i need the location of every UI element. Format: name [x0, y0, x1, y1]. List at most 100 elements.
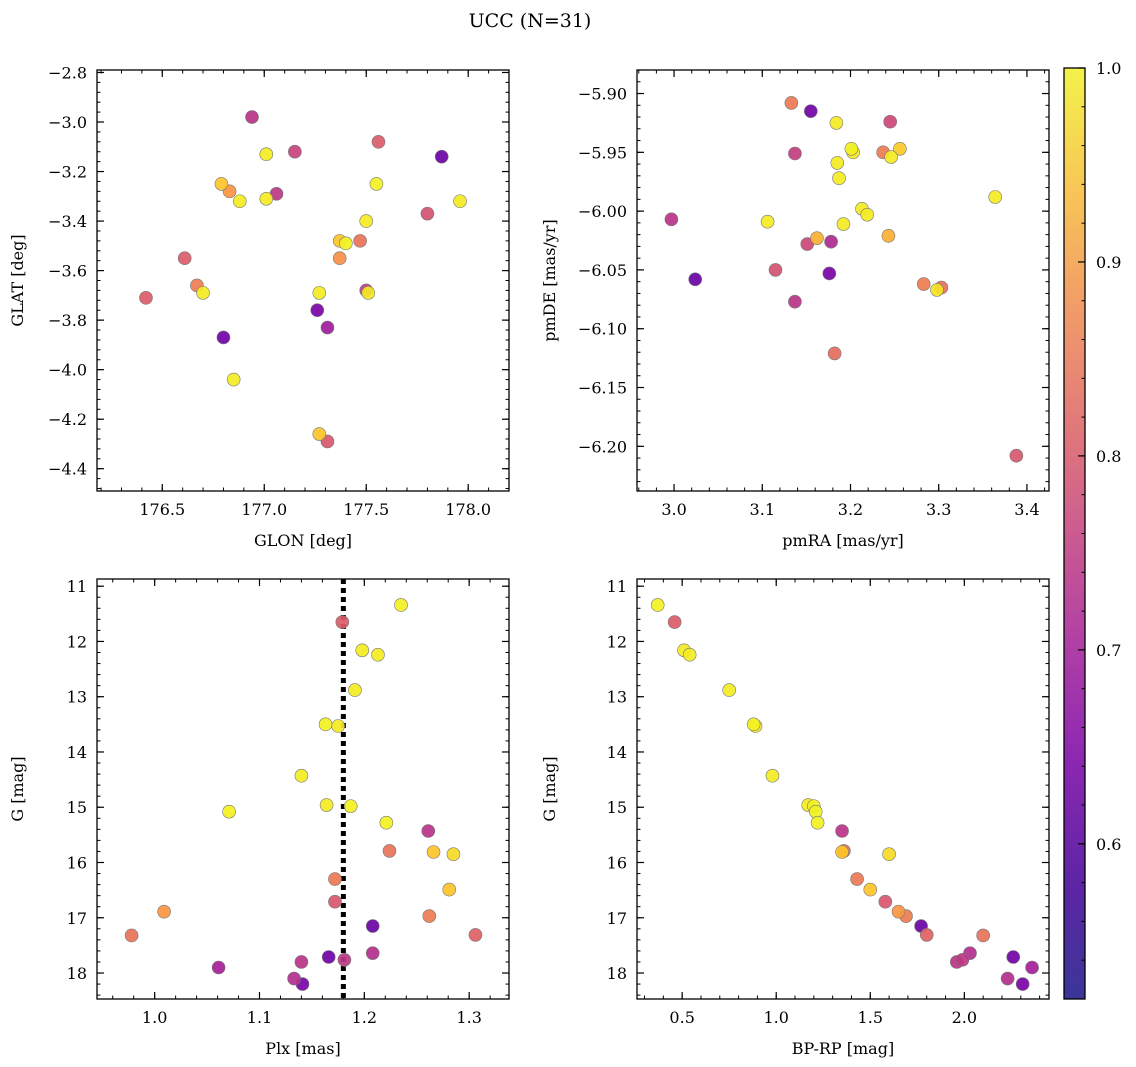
scatter-point: [259, 147, 274, 161]
scatter-point: [196, 286, 210, 300]
scatter-point: [891, 904, 906, 919]
figure-title: UCC (N=31): [469, 10, 592, 32]
scatter-point: [468, 928, 483, 942]
scatter-point: [177, 251, 192, 266]
scatter-point: [328, 872, 342, 886]
scatter-point: [353, 234, 367, 248]
plx-g-scatter-panel: 1.0 1.1 1.2 1.3 11 12 13 14 15 16 17 18 Plx [mas] G […: [8, 577, 510, 1058]
scatter-point: [157, 904, 171, 919]
scatter-point: [312, 427, 327, 441]
scatter-point: [337, 952, 352, 967]
y-tick-label: 11: [67, 577, 87, 596]
scatter-point: [288, 144, 302, 159]
y-tick-label: −6.05: [578, 261, 627, 280]
y-axis-label: G [mag]: [8, 756, 27, 821]
scatter-point: [682, 647, 697, 662]
scatter-point: [359, 214, 374, 228]
x-tick-label: 1.3: [456, 1008, 481, 1027]
y-tick-label: −4.4: [48, 460, 87, 479]
x-tick-label: 3.2: [838, 500, 863, 519]
colorbar-frame: [1063, 67, 1086, 1000]
scatter-point: [667, 615, 682, 629]
scatter-point: [893, 141, 907, 156]
scatter-point: [321, 950, 336, 964]
scatter-point: [765, 768, 780, 783]
y-tick-label: 16: [67, 854, 87, 873]
scatter-point: [335, 615, 350, 629]
x-axis-label: GLON [deg]: [254, 531, 352, 550]
y-axis-label: pmDE [mas/yr]: [540, 219, 559, 342]
scatter-point: [294, 768, 309, 783]
scatter-point: [788, 146, 802, 161]
colorbar: 0.6 0.7 0.8 0.9 1.0: [1063, 59, 1121, 1000]
colorbar-gradient: [1064, 68, 1085, 999]
scatter-point: [822, 266, 837, 281]
scatter-point: [863, 882, 878, 897]
y-tick-label: 11: [607, 577, 627, 596]
scatter-point: [824, 234, 838, 249]
y-tick-label: 16: [607, 854, 627, 873]
x-tick-label: 176.5: [139, 500, 185, 519]
scatter-point: [976, 928, 990, 943]
y-tick-label: 15: [67, 798, 87, 817]
scatter-point: [760, 214, 775, 229]
x-tick-label: 3.0: [661, 500, 686, 519]
scatter-point: [214, 177, 229, 191]
scatter-point: [1006, 950, 1021, 964]
x-axis-label: Plx [mas]: [265, 1039, 340, 1058]
scatter-point: [878, 894, 893, 909]
scatter-point: [860, 207, 875, 222]
scatter-point: [365, 919, 380, 933]
scatter-point: [361, 286, 376, 300]
x-tick-label: 2.0: [952, 1008, 977, 1027]
scatter-point: [919, 928, 934, 942]
scatter-point: [664, 212, 679, 227]
scatter-point: [312, 286, 327, 300]
scatter-point: [339, 236, 353, 251]
y-tick-label: −3.4: [48, 212, 87, 231]
axes-frame: [96, 69, 510, 492]
y-tick-label: −6.10: [578, 320, 627, 339]
scatter-point: [832, 171, 846, 185]
scatter-point: [830, 156, 845, 170]
scatter-point: [232, 194, 247, 209]
y-tick-label: 17: [67, 909, 87, 928]
scatter-point: [434, 149, 449, 164]
scatter-point: [139, 291, 153, 305]
y-tick-label: 14: [607, 743, 627, 762]
scatter-point: [844, 141, 859, 156]
y-tick-label: 12: [607, 632, 627, 651]
scatter-point: [1015, 977, 1030, 991]
y-tick-label: 15: [607, 798, 627, 817]
y-tick-label: 17: [607, 909, 627, 928]
y-tick-label: 13: [607, 688, 627, 707]
scatter-point: [1000, 971, 1015, 986]
scatter-point: [788, 294, 802, 309]
y-tick-label: −3.2: [48, 163, 87, 182]
x-tick-label: 1.0: [763, 1008, 788, 1027]
y-tick-label: 12: [67, 632, 87, 651]
scatter-point: [216, 330, 231, 345]
scatter-point: [916, 277, 931, 291]
scatter-point: [1009, 448, 1024, 463]
scatter-point: [331, 719, 345, 733]
x-tick-label: 1.5: [858, 1008, 883, 1027]
axes-frame: [96, 578, 510, 1000]
pmra-pmde-scatter-panel: 3.0 3.1 3.2 3.3 3.4 −5.90 −5.95 −6.00 −6.05 −6.10…: [540, 69, 1050, 550]
x-tick-label: 0.5: [669, 1008, 694, 1027]
scatter-point: [810, 231, 824, 245]
y-tick-label: −6.00: [578, 202, 627, 221]
scatter-point: [320, 320, 335, 335]
colorbar-tick-label: 0.7: [1096, 641, 1121, 660]
y-tick-label: −3.0: [48, 113, 87, 132]
scatter-point: [446, 847, 461, 862]
scatter-point: [369, 177, 384, 191]
axes-frame: [636, 578, 1050, 1000]
scatter-point: [881, 229, 896, 243]
scatter-point: [319, 798, 334, 812]
x-tick-label: 1.1: [247, 1008, 272, 1027]
scatter-point: [650, 598, 665, 612]
colorbar-tick-label: 0.9: [1096, 253, 1121, 272]
scatter-point: [226, 372, 241, 387]
